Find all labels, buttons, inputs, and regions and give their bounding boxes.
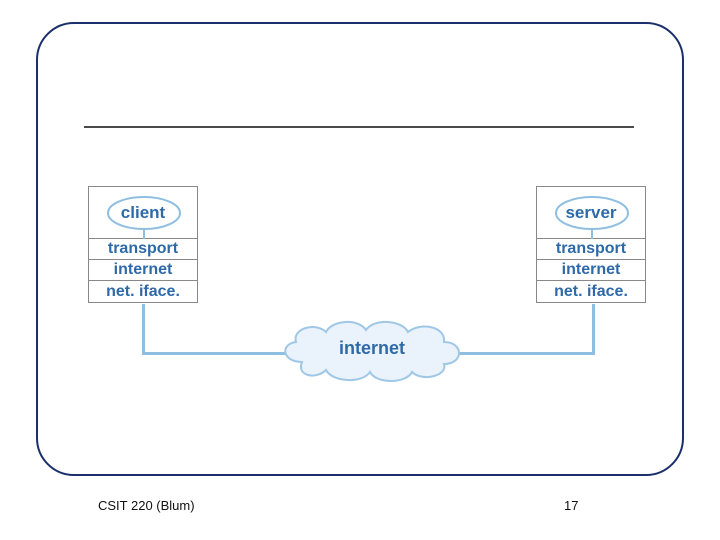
left-layer-1: internet: [89, 260, 197, 281]
footer-page-number: 17: [564, 498, 578, 513]
right-connector-vertical: [592, 304, 595, 355]
left-top-cell: client: [89, 187, 197, 239]
footer-course: CSIT 220 (Blum): [98, 498, 195, 513]
left-stack: client transportinternetnet. iface.: [88, 186, 198, 303]
left-connector-vertical: [142, 304, 145, 355]
internet-cloud: internet: [272, 314, 472, 386]
left-label: client: [121, 203, 165, 223]
right-top-cell: server: [537, 187, 645, 239]
right-layer-0: transport: [537, 239, 645, 260]
right-label: server: [565, 203, 616, 223]
right-stack: server transportinternetnet. iface.: [536, 186, 646, 303]
left-layer-0: transport: [89, 239, 197, 260]
left-layer-2: net. iface.: [89, 281, 197, 302]
title-underline: [84, 126, 634, 128]
cloud-label: internet: [272, 338, 472, 359]
left-connector-horizontal: [142, 352, 286, 355]
right-layer-2: net. iface.: [537, 281, 645, 302]
right-connector-horizontal: [459, 352, 595, 355]
right-layer-1: internet: [537, 260, 645, 281]
